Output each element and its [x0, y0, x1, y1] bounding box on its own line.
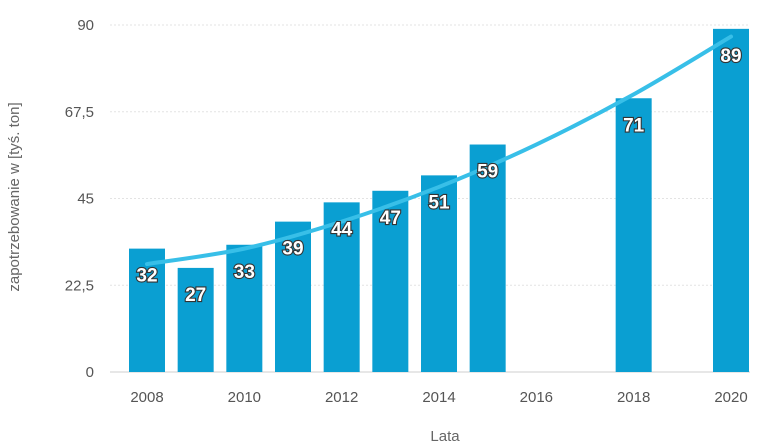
x-axis-ticks: 2008 2010 2012 2014 2016 2018 2020 [130, 389, 747, 406]
bar [177, 267, 214, 372]
bar-value-label: 47 [380, 208, 401, 229]
bar-value-label: 39 [282, 239, 303, 260]
x-tick-label: 2010 [228, 389, 261, 406]
bar-value-label: 32 [136, 266, 157, 287]
bar [615, 98, 652, 372]
x-tick-label: 2018 [617, 389, 650, 406]
bar-value-label: 71 [623, 115, 645, 136]
x-tick-label: 2014 [422, 389, 455, 406]
bar-value-label: 89 [720, 46, 741, 67]
bar-value-label: 27 [185, 285, 206, 306]
y-tick-label: 22,5 [65, 277, 94, 294]
trend-line-group [145, 34, 733, 267]
x-axis-title: Lata [430, 428, 460, 445]
bar [226, 244, 263, 372]
bar [275, 221, 311, 372]
y-tick-label: 0 [86, 364, 94, 381]
x-tick-label: 2016 [520, 389, 553, 406]
y-axis-title: zapotrzebowanie w [tyś. ton] [6, 102, 23, 291]
x-tick-label: 2008 [130, 389, 163, 406]
trend-line [145, 34, 733, 267]
x-tick-label: 2012 [325, 389, 358, 406]
bar [129, 248, 165, 372]
x-tick-label: 2020 [714, 389, 747, 406]
bar [323, 202, 360, 372]
bar [421, 175, 457, 372]
bar [713, 28, 749, 372]
y-tick-label: 67,5 [65, 104, 94, 121]
y-tick-label: 90 [77, 17, 94, 34]
bar-value-label: 59 [477, 162, 498, 183]
bar [372, 190, 409, 372]
bar [469, 144, 506, 372]
bar-value-label: 33 [234, 262, 255, 283]
y-axis-ticks: 0 22,5 45 67,5 90 [65, 17, 94, 381]
bars [129, 28, 749, 372]
bar-value-label: 51 [428, 192, 450, 213]
bar-value-label: 44 [331, 219, 353, 240]
y-tick-label: 45 [77, 191, 94, 208]
data-labels: 32 27 33 39 44 47 51 59 71 89 [135, 45, 742, 307]
